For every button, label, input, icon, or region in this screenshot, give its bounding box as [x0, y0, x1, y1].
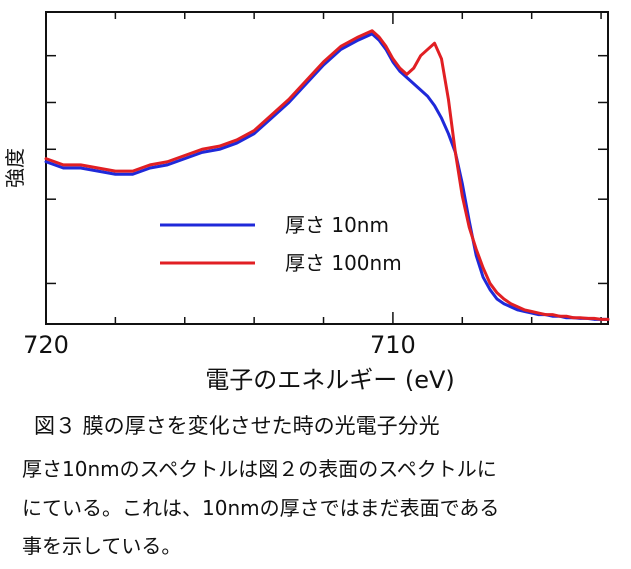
plot-frame: [45, 11, 609, 325]
legend: 厚さ 10nm 厚さ 100nm: [160, 213, 402, 275]
x-ticks: 720 710: [23, 12, 602, 359]
caption-title: 図３ 膜の厚さを変化させた時の光電子分光: [34, 414, 440, 438]
x-tick-label-1: 710: [370, 331, 416, 359]
x-axis-label: 電子のエネルギー (eV): [205, 366, 455, 394]
x-tick-label-0: 720: [23, 331, 69, 359]
caption-line-3: 事を示している。: [22, 534, 182, 558]
caption-line-1: 厚さ10nmのスペクトルは図２の表面のスペクトルに: [22, 457, 497, 481]
chart-figure: 720 710 強度 電子のエネルギー (eV) 厚さ 10nm 厚さ 100nm: [3, 11, 610, 394]
series-layer: [44, 29, 610, 321]
legend-label-100nm: 厚さ 100nm: [285, 251, 402, 275]
y-ticks: [46, 54, 608, 285]
legend-label-10nm: 厚さ 10nm: [285, 213, 389, 237]
caption: 図３ 膜の厚さを変化させた時の光電子分光 厚さ10nmのスペクトルは図２の表面の…: [0, 402, 631, 569]
series-10nm-line: [44, 32, 610, 321]
series-100nm-line: [44, 29, 610, 321]
chart-svg: 720 710 強度 電子のエネルギー (eV) 厚さ 10nm 厚さ 100nm: [3, 11, 610, 394]
caption-line-2: にている。これは、10nmの厚さではまだ表面である: [22, 496, 500, 520]
y-axis-label: 強度: [3, 148, 27, 188]
